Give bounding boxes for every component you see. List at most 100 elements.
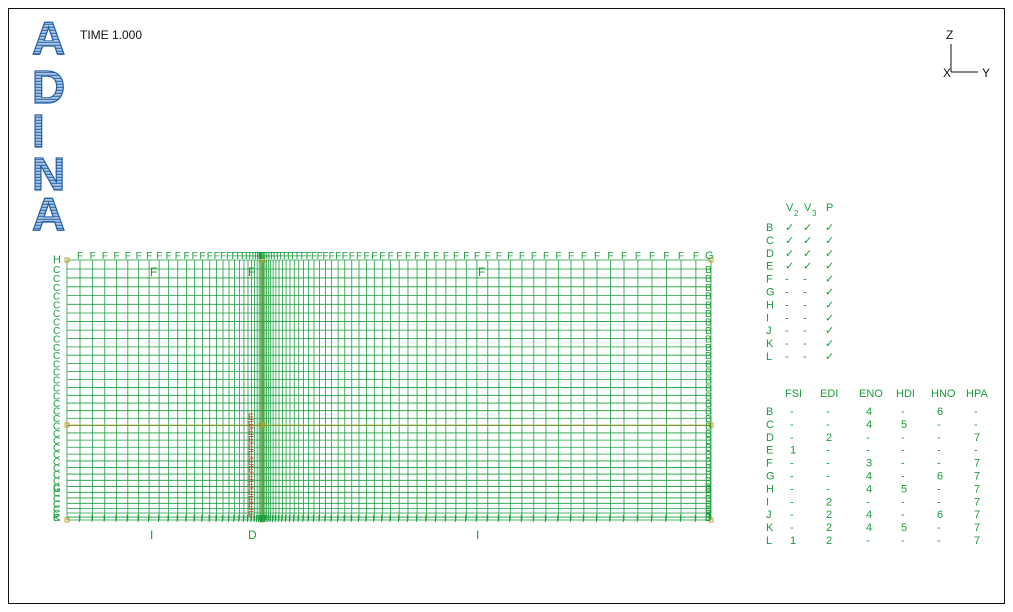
- left-edge-marker: C: [53, 335, 60, 346]
- top-edge-marker: F: [279, 251, 285, 262]
- fixity-cell: ✓: [825, 312, 834, 324]
- mesh-node: [708, 422, 714, 428]
- fixity-cell: ✓: [825, 274, 834, 286]
- fixity-row-label: K: [766, 338, 774, 350]
- left-edge-marker: C: [53, 464, 60, 475]
- top-edge-marker: F: [414, 251, 420, 262]
- right-edge-marker: B: [705, 292, 712, 303]
- top-edge-marker: F: [256, 251, 262, 262]
- bottom-edge-marker: I: [464, 514, 467, 525]
- right-edge-marker: B: [705, 464, 712, 475]
- top-edge-marker: F: [260, 251, 266, 262]
- top-edge-marker: F: [317, 251, 323, 262]
- fixity-cell: -: [785, 351, 789, 363]
- right-edge-marker: B: [705, 422, 712, 433]
- bottom-edge-marker: I: [262, 514, 265, 525]
- bc-cell: 1: [790, 535, 796, 547]
- bottom-edge-marker: I: [260, 514, 263, 525]
- bottom-edge-marker: I: [544, 514, 547, 525]
- bc-cell: -: [901, 406, 905, 418]
- top-edge-marker: F: [245, 251, 251, 262]
- bottom-edge-marker: I: [556, 514, 559, 525]
- right-edge-marker: B: [705, 309, 712, 320]
- top-edge-marker: F: [156, 251, 162, 262]
- fixity-row-label: E: [766, 261, 773, 273]
- bottom-edge-marker: I: [444, 514, 447, 525]
- bottom-edge-marker: I: [357, 514, 360, 525]
- right-edge-marker: B: [705, 443, 712, 454]
- bc-header: ENO: [859, 388, 883, 400]
- bc-header: HNO: [931, 388, 956, 400]
- bottom-edge-marker: I: [520, 514, 523, 525]
- left-edge-marker: C: [53, 326, 60, 337]
- bc-cell: -: [974, 419, 978, 431]
- fixity-header: V: [786, 202, 794, 214]
- fixity-cell: -: [803, 325, 807, 337]
- bc-cell: 7: [974, 471, 980, 483]
- bottom-edge-marker: I: [569, 514, 572, 525]
- top-edge-marker: F: [507, 251, 513, 262]
- top-edge-marker: F: [607, 251, 613, 262]
- bottom-edge-marker: I: [389, 514, 392, 525]
- top-edge-marker: F: [463, 251, 469, 262]
- bottom-edge-marker: I: [608, 514, 611, 525]
- right-edge-marker: B: [705, 476, 712, 487]
- bottom-edge-marker: I: [582, 514, 585, 525]
- graphics-window[interactable]: [8, 8, 1005, 604]
- right-edge-marker: B: [705, 318, 712, 329]
- bc-row-label: F: [766, 458, 773, 470]
- mesh-node: [708, 517, 714, 523]
- bc-cell: 2: [826, 522, 832, 534]
- bc-cell: -: [937, 496, 941, 508]
- fixity-cell: ✓: [825, 261, 834, 273]
- fixity-row-label: F: [766, 274, 773, 286]
- fixity-row-label: J: [766, 325, 772, 337]
- left-edge-marker: C: [53, 300, 60, 311]
- bc-cell: -: [790, 406, 794, 418]
- bc-cell: -: [901, 445, 905, 457]
- top-region-label: F: [478, 265, 485, 279]
- top-edge-marker: F: [136, 251, 142, 262]
- bottom-edge-marker: I: [215, 514, 218, 525]
- bottom-edge-marker: I: [78, 514, 81, 525]
- top-edge-marker: F: [555, 251, 561, 262]
- left-edge-marker: C: [53, 509, 60, 520]
- interface-marker: E: [248, 420, 254, 430]
- bc-cell: -: [790, 471, 794, 483]
- top-edge-marker: F: [146, 251, 152, 262]
- top-edge-marker: F: [249, 251, 255, 262]
- bottom-edge-marker: I: [350, 514, 353, 525]
- top-edge-marker: F: [678, 251, 684, 262]
- left-edge-marker: C: [53, 274, 60, 285]
- bc-cell: 4: [866, 483, 872, 495]
- bottom-edge-marker: I: [284, 514, 287, 525]
- corner-label-top-left: H: [53, 254, 61, 266]
- fixity-cell: ✓: [803, 261, 812, 273]
- top-edge-marker: F: [531, 251, 537, 262]
- bottom-region-label: I: [150, 528, 153, 542]
- bottom-edge-marker: I: [91, 514, 94, 525]
- bc-cell: -: [901, 509, 905, 521]
- top-edge-marker: F: [322, 251, 328, 262]
- top-edge-marker: F: [663, 251, 669, 262]
- left-edge-marker: C: [53, 457, 60, 468]
- bc-cell: -: [826, 445, 830, 457]
- interface-marker: E: [248, 495, 254, 505]
- left-edge-marker: C: [53, 399, 60, 410]
- bottom-edge-marker: I: [454, 514, 457, 525]
- right-special-label: B: [705, 484, 712, 495]
- interface-marker: E: [248, 442, 254, 452]
- fixity-cell: ✓: [825, 338, 834, 350]
- bc-row-label: L: [766, 535, 772, 547]
- bc-cell: -: [790, 496, 794, 508]
- bc-cell: -: [826, 483, 830, 495]
- bc-cell: -: [901, 496, 905, 508]
- bottom-edge-marker: I: [137, 514, 140, 525]
- bc-row-label: C: [766, 419, 774, 431]
- bc-header: HPA: [966, 388, 988, 400]
- fixity-cell: ✓: [825, 287, 834, 299]
- bc-cell: 4: [866, 471, 872, 483]
